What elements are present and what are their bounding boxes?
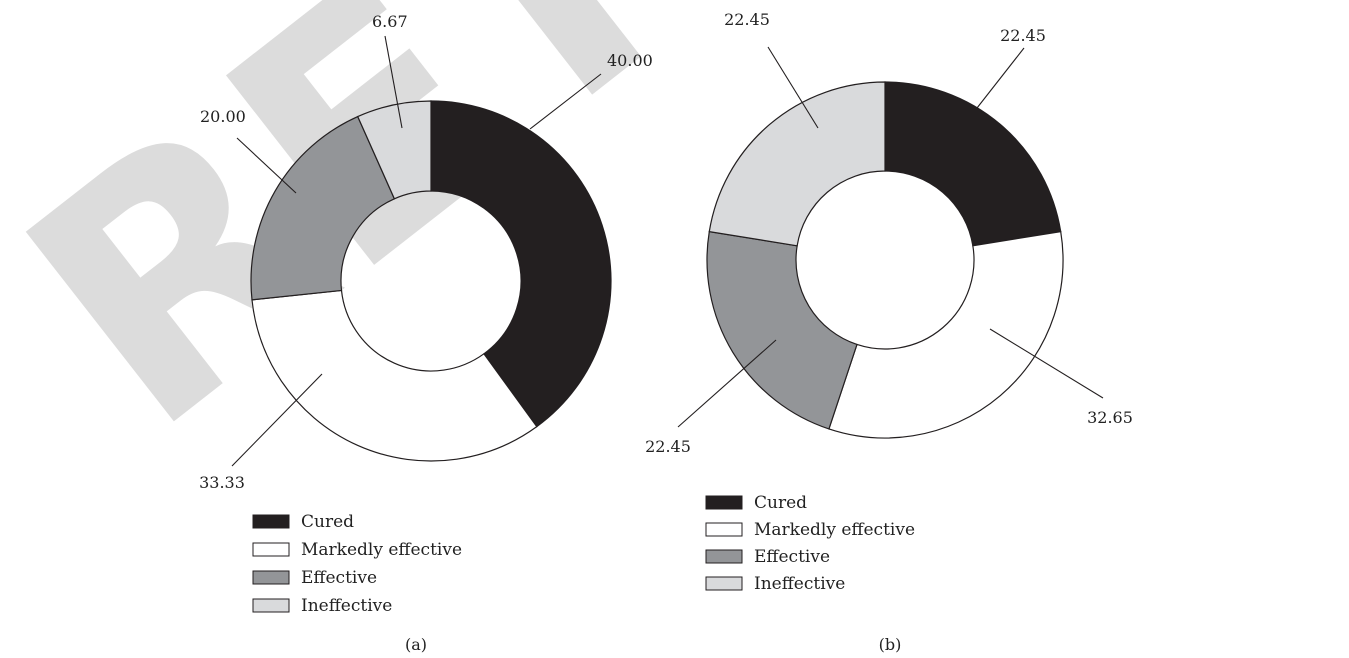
value-label-b-effective: 22.45	[645, 437, 691, 456]
leader-line-a-ineffective	[384, 35, 403, 129]
value-label-b-ineffective: 22.45	[724, 10, 770, 29]
panel-label-a: (a)	[405, 635, 427, 654]
slice-a-markedly-effective	[251, 289, 538, 462]
value-label-a-ineffective: 6.67	[372, 12, 408, 31]
legend-swatch-b-markedly-effective	[705, 522, 743, 537]
slice-b-ineffective	[708, 81, 886, 247]
legend-swatch-a-ineffective	[252, 598, 290, 613]
leader-line-b-markedly-effective	[989, 328, 1104, 399]
slice-a-ineffective	[356, 100, 432, 200]
legend-swatch-a-effective	[252, 570, 290, 585]
legend-swatch-a-markedly-effective	[252, 542, 290, 557]
leader-line-b-ineffective	[767, 46, 819, 129]
leader-line-b-effective	[677, 339, 777, 428]
value-label-a-effective: 20.00	[200, 107, 246, 126]
legend-label-b-markedly-effective: Markedly effective	[754, 520, 915, 540]
value-label-a-cured: 40.00	[607, 51, 653, 70]
legend-swatch-a-cured	[252, 514, 290, 529]
legend-label-a-effective: Effective	[301, 568, 377, 588]
donut-chart-a: 40.00 33.33 20.00 6.67 Cured Markedly effect…	[199, 12, 653, 654]
panel-label-b: (b)	[879, 635, 902, 654]
retracted-watermark: RETRACTED	[0, 0, 1349, 501]
donut-chart-b: 22.45 32.65 22.45 22.45 Cured Markedly effec…	[645, 10, 1133, 654]
watermark-text: RETRACTED	[0, 0, 1349, 501]
legend-label-b-ineffective: Ineffective	[754, 574, 845, 594]
slice-a-cured	[430, 100, 612, 428]
leader-line-b-cured	[976, 47, 1025, 109]
legend-label-a-cured: Cured	[301, 512, 354, 532]
legend-swatch-b-effective	[705, 549, 743, 564]
leader-line-a-cured	[529, 73, 602, 130]
leader-line-a-effective	[236, 137, 297, 194]
legend-label-a-ineffective: Ineffective	[301, 596, 392, 616]
legend-label-b-effective: Effective	[754, 547, 830, 567]
value-label-b-markedly-effective: 32.65	[1087, 408, 1133, 427]
legend-swatch-b-ineffective	[705, 576, 743, 591]
slice-b-effective	[706, 230, 858, 430]
legend-label-a-markedly-effective: Markedly effective	[301, 540, 462, 560]
value-label-b-cured: 22.45	[1000, 26, 1046, 45]
legend-swatch-b-cured	[705, 495, 743, 510]
value-label-a-markedly-effective: 33.33	[199, 473, 245, 492]
legend-label-b-cured: Cured	[754, 493, 807, 513]
slice-a-effective	[250, 115, 396, 301]
leader-line-a-markedly-effective	[231, 373, 323, 467]
slice-b-markedly-effective	[828, 230, 1064, 439]
slice-b-cured	[884, 81, 1062, 247]
